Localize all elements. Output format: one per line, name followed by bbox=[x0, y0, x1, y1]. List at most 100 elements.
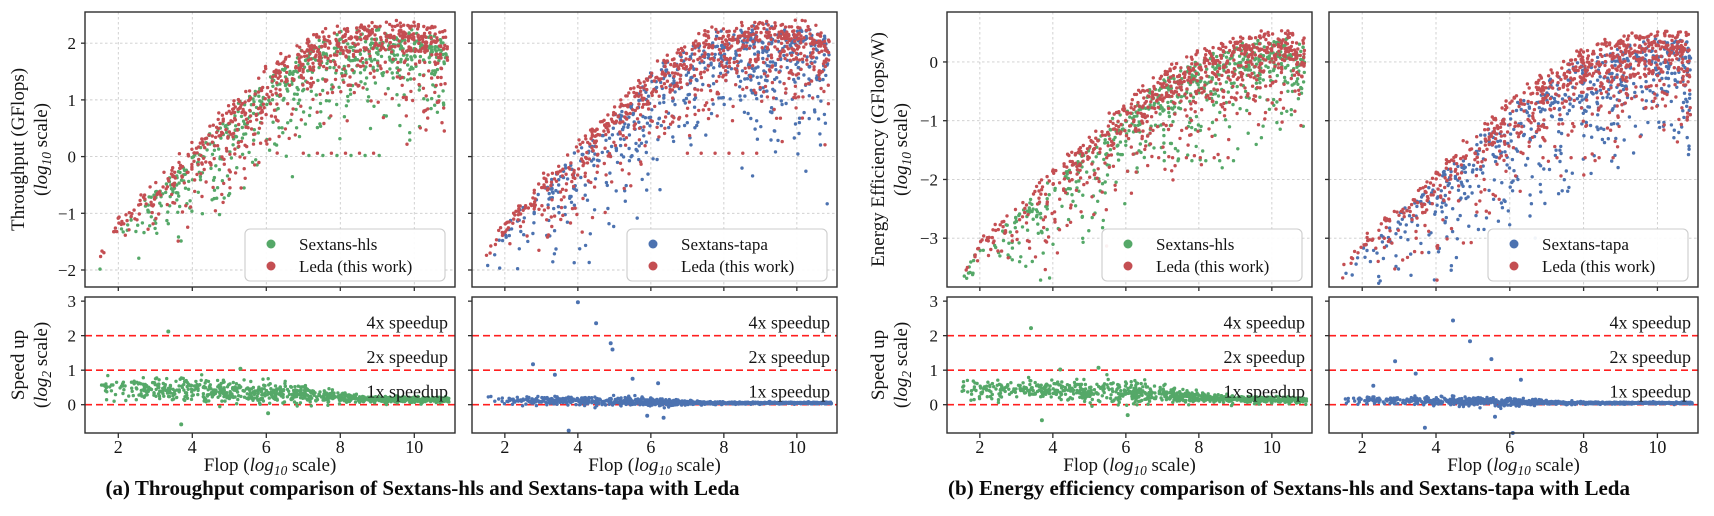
speedup-y-tick-label: 3 bbox=[68, 292, 77, 311]
x-tick-label: 2 bbox=[975, 437, 984, 457]
x-axis-label: Flop (log10 scale) bbox=[1063, 455, 1196, 478]
ref-line-label: 1x speedup bbox=[1610, 382, 1691, 402]
x-axis-label: Flop (log10 scale) bbox=[204, 455, 337, 478]
top-scatter-plot: 0 −1 −2 −3 Energy Efficiency (GFlops/W) (log1… bbox=[868, 11, 1313, 291]
y-tick-label: −3 bbox=[920, 229, 938, 248]
x-tick-label: 10 bbox=[1648, 437, 1666, 457]
top-plot-ticks bbox=[1325, 61, 1659, 291]
x-tick-label: 4 bbox=[188, 437, 197, 457]
legend-label: Leda (this work) bbox=[681, 257, 794, 276]
legend-marker bbox=[648, 261, 658, 271]
x-tick-label: 6 bbox=[262, 437, 271, 457]
series-leda-this-work- bbox=[98, 18, 450, 259]
legend-marker bbox=[266, 239, 276, 249]
speedup-plot-ticks bbox=[1325, 300, 1659, 438]
gridlines bbox=[947, 12, 1312, 287]
x-tick-label: 6 bbox=[1121, 437, 1130, 457]
speedup-plot-frame bbox=[1328, 296, 1699, 434]
top-plot-ticks bbox=[943, 61, 1273, 291]
top-plot-frame bbox=[1328, 11, 1699, 288]
x-axis-label: Flop (log10 scale) bbox=[588, 455, 721, 478]
legend: Sextans-hls Leda (this work) bbox=[1101, 228, 1303, 282]
legend-label: Sextans-tapa bbox=[681, 235, 768, 254]
top-scatter-plot: Sextans-tapa Leda (this work) bbox=[1325, 11, 1699, 291]
ref-line-label: 2x speedup bbox=[1224, 347, 1305, 367]
caption-subfigure-b: (b) Energy efficiency comparison of Sext… bbox=[948, 476, 1630, 500]
speedup-plot-frame bbox=[471, 296, 838, 434]
series-speedup-vs-Sextans-tapa bbox=[486, 300, 834, 433]
x-tick-label: 2 bbox=[500, 437, 509, 457]
speedup-plot-ticks bbox=[468, 300, 798, 438]
top-scatter-plot: 2 1 0 −1 −2 Throughput (GFlops) (log10 scale) S… bbox=[8, 11, 456, 291]
top-plot-frame bbox=[84, 11, 456, 288]
speedup-y-tick-label: 3 bbox=[930, 292, 939, 311]
x-tick-label: 8 bbox=[1194, 437, 1203, 457]
y-tick-label: −2 bbox=[58, 261, 76, 280]
series-speedup-vs-Sextans-tapa bbox=[1343, 318, 1694, 435]
top-scatter-plot: Sextans-tapa Leda (this work) bbox=[468, 11, 838, 291]
speedup-y-tick-label: 2 bbox=[930, 327, 939, 346]
ref-line-label: 4x speedup bbox=[367, 313, 448, 333]
legend-marker bbox=[1123, 239, 1133, 249]
legend-marker bbox=[1509, 261, 1519, 271]
ref-line-label: 4x speedup bbox=[1610, 313, 1691, 333]
legend: Sextans-tapa Leda (this work) bbox=[626, 228, 828, 282]
legend-label: Leda (this work) bbox=[1542, 257, 1655, 276]
top-plot-frame bbox=[471, 11, 838, 288]
ref-line-label: 1x speedup bbox=[1224, 382, 1305, 402]
legend-box bbox=[1101, 228, 1303, 282]
speedup-plot-ticks bbox=[81, 300, 415, 438]
x-tick-label: 10 bbox=[1263, 437, 1281, 457]
top-plot-ticks bbox=[81, 42, 415, 291]
y-tick-label: 0 bbox=[930, 53, 939, 72]
legend-box bbox=[626, 228, 828, 282]
speedup-plot-frame bbox=[946, 296, 1313, 434]
legend-box bbox=[244, 228, 446, 282]
legend-label: Sextans-hls bbox=[299, 235, 377, 254]
speedup-y-tick-label: 1 bbox=[930, 361, 939, 380]
x-tick-label: 6 bbox=[1505, 437, 1514, 457]
ref-line-label: 2x speedup bbox=[749, 347, 830, 367]
panel-b2: Sextans-tapa Leda (this work) 4x speedup 2x… bbox=[1325, 11, 1699, 478]
top-plot-ticks bbox=[468, 42, 798, 291]
legend-label: Leda (this work) bbox=[1156, 257, 1269, 276]
panel-b1: 0 −1 −2 −3 Energy Efficiency (GFlops/W) (log1… bbox=[868, 11, 1313, 478]
x-tick-label: 8 bbox=[1579, 437, 1588, 457]
x-tick-label: 2 bbox=[114, 437, 123, 457]
series-leda-this-work- bbox=[1341, 29, 1693, 282]
series-speedup-vs-Sextans-hls bbox=[99, 329, 451, 427]
ref-line-label: 4x speedup bbox=[749, 313, 830, 333]
x-tick-label: 4 bbox=[1048, 437, 1057, 457]
legend: Sextans-tapa Leda (this work) bbox=[1487, 228, 1689, 282]
legend-label: Sextans-tapa bbox=[1542, 235, 1629, 254]
speedup-y-tick-label: 0 bbox=[68, 396, 77, 415]
series-speedup-vs-Sextans-hls bbox=[960, 326, 1309, 423]
legend-label: Sextans-hls bbox=[1156, 235, 1234, 254]
x-tick-label: 8 bbox=[719, 437, 728, 457]
ref-line-label: 2x speedup bbox=[1610, 347, 1691, 367]
speedup-y-axis-label: Speed up bbox=[868, 330, 889, 400]
caption-subfigure-a: (a) Throughput comparison of Sextans-hls… bbox=[105, 476, 740, 500]
y-tick-label: −1 bbox=[920, 112, 938, 131]
speedup-y-tick-label: 1 bbox=[68, 361, 77, 380]
speedup-y-axis-label: Speed up bbox=[8, 330, 29, 400]
speedup-plot-ticks bbox=[943, 300, 1273, 438]
legend-marker bbox=[1509, 239, 1519, 249]
speedup-y-axis-label-scale: (log2 scale) bbox=[31, 322, 54, 408]
speedup-plot-frame bbox=[84, 296, 456, 434]
ref-line-label: 4x speedup bbox=[1224, 313, 1305, 333]
x-tick-label: 6 bbox=[646, 437, 655, 457]
panel-a2: Sextans-tapa Leda (this work) 4x speedup 2x… bbox=[468, 11, 838, 478]
x-tick-label: 8 bbox=[336, 437, 345, 457]
top-y-axis-label: Energy Efficiency (GFlops/W) bbox=[868, 32, 889, 267]
x-tick-label: 10 bbox=[788, 437, 806, 457]
legend-label: Leda (this work) bbox=[299, 257, 412, 276]
ref-line-label: 1x speedup bbox=[749, 382, 830, 402]
speedup-y-tick-label: 0 bbox=[930, 396, 939, 415]
ref-line-label: 1x speedup bbox=[367, 382, 448, 402]
